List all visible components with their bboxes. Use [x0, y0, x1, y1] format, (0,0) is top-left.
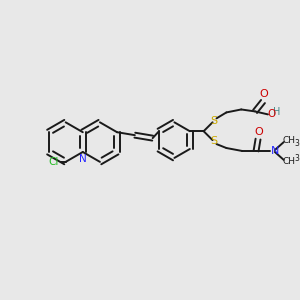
- Text: O: O: [255, 127, 263, 137]
- Text: CH: CH: [282, 158, 295, 166]
- Text: N: N: [79, 154, 87, 164]
- Text: 3: 3: [294, 154, 299, 164]
- Text: Cl: Cl: [49, 157, 59, 167]
- Text: S: S: [210, 116, 217, 126]
- Text: O: O: [268, 110, 276, 119]
- Text: H: H: [273, 107, 280, 117]
- Text: S: S: [210, 136, 217, 146]
- Text: CH: CH: [282, 136, 295, 145]
- Text: N: N: [271, 146, 279, 156]
- Text: 3: 3: [294, 139, 299, 148]
- Text: O: O: [260, 88, 268, 99]
